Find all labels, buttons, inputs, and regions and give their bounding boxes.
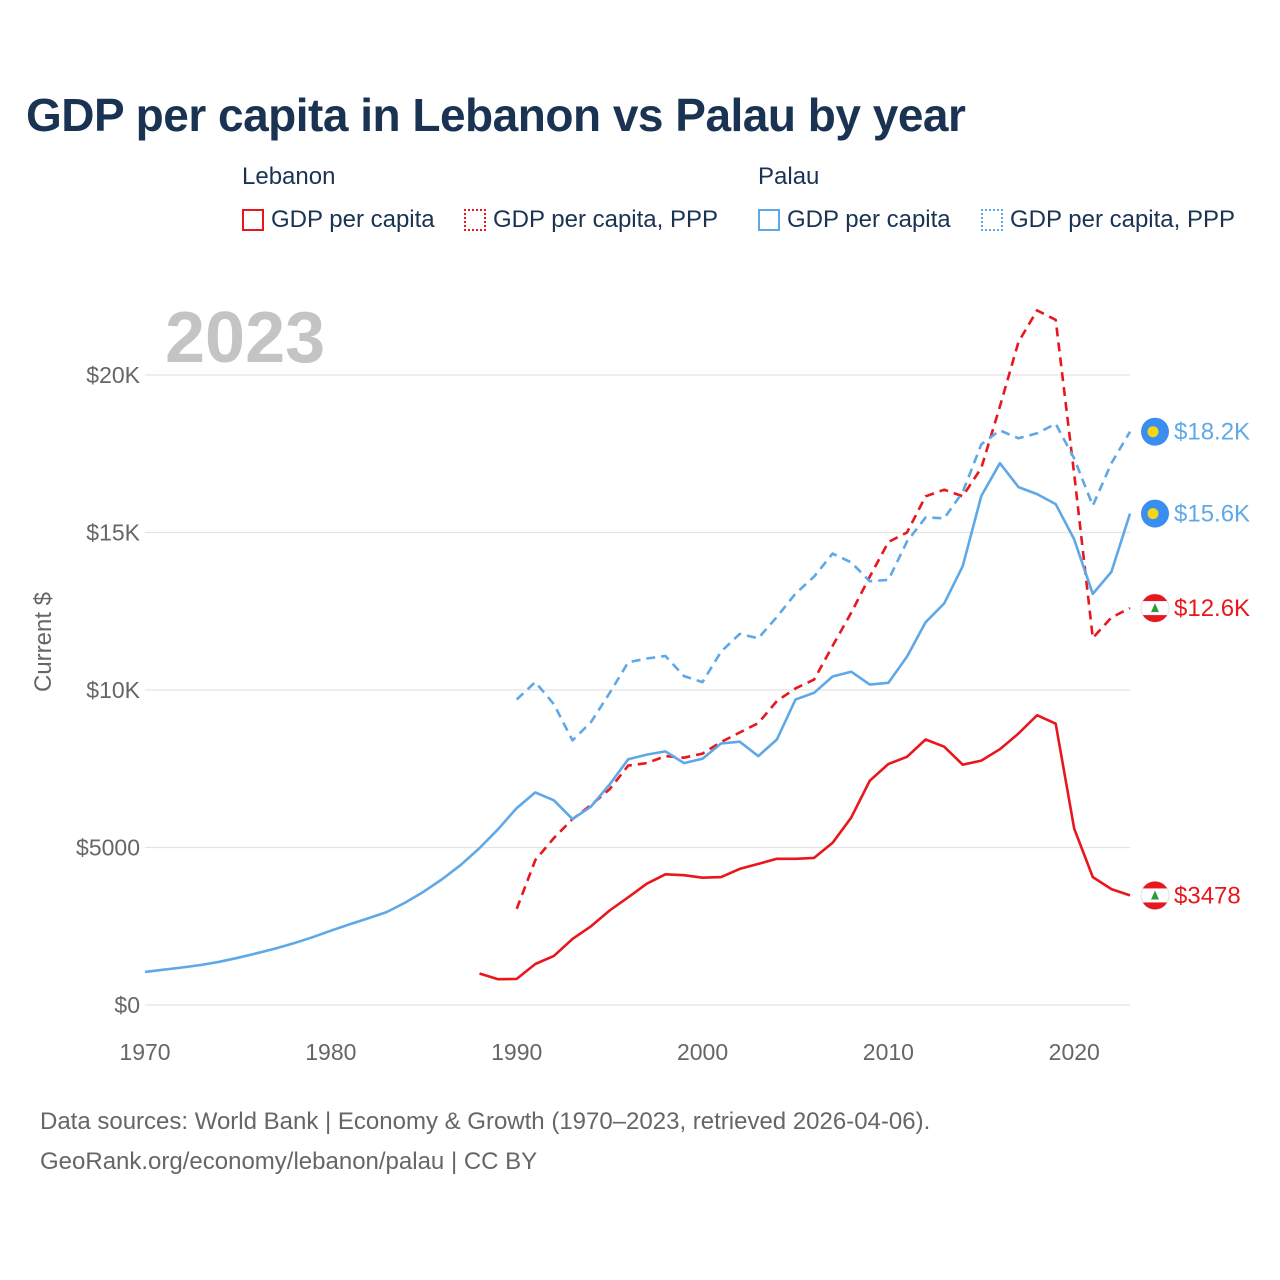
lebanon-flag-cedar [1151, 890, 1159, 900]
year-watermark: 2023 [165, 298, 325, 378]
legend-swatch-solid [758, 209, 780, 231]
series-end-label: $18.2K [1174, 419, 1250, 446]
legend-group-palau: Palau [758, 163, 820, 190]
legend-swatch-solid [242, 209, 264, 231]
series-line-lebanon-gdp-per-capita [479, 713, 1131, 981]
series-end-label: $12.6K [1174, 595, 1250, 622]
legend-item-lebanon-gdp[interactable]: GDP per capita [242, 205, 435, 235]
y-tick-label: $0 [114, 992, 140, 1018]
x-tick-label: 2020 [1049, 1039, 1100, 1065]
legend-label: GDP per capita [787, 206, 951, 233]
y-tick-label: $20K [86, 362, 140, 388]
legend-label: GDP per capita [271, 206, 435, 233]
x-tick-label: 1980 [305, 1039, 356, 1065]
palau-flag-moon [1147, 426, 1159, 438]
legend-label: GDP per capita, PPP [493, 206, 718, 233]
series-line-palau-gdp-per-capita-ppp [515, 422, 1132, 742]
series-line-lebanon-gdp-per-capita-ppp [515, 309, 1131, 910]
palau-flag-moon [1147, 508, 1159, 520]
source-url: GeoRank.org/economy/lebanon/palau | CC B… [40, 1148, 538, 1175]
series-end-label: $3478 [1174, 882, 1241, 909]
y-tick-label: $15K [86, 520, 140, 546]
legend-item-palau-gdp[interactable]: GDP per capita [758, 205, 951, 235]
legend-label: GDP per capita, PPP [1010, 206, 1235, 233]
lebanon-flag-top-stripe [1141, 594, 1169, 601]
y-tick-label: $5000 [76, 835, 140, 861]
x-tick-label: 1990 [491, 1039, 542, 1065]
lebanon-flag-top-stripe [1141, 881, 1169, 888]
lebanon-flag-bottom-stripe [1141, 902, 1169, 909]
y-axis-label: Current $ [30, 592, 57, 692]
legend-group-lebanon: Lebanon [242, 163, 336, 190]
lebanon-flag-bottom-stripe [1141, 615, 1169, 622]
x-tick-label: 2000 [677, 1039, 728, 1065]
legend-item-lebanon-gdp-ppp[interactable]: GDP per capita, PPP [464, 205, 718, 235]
lebanon-flag-cedar [1151, 603, 1159, 613]
source-note: Data sources: World Bank | Economy & Gro… [40, 1108, 931, 1135]
x-tick-label: 2010 [863, 1039, 914, 1065]
legend-swatch-dotted [981, 209, 1003, 231]
series-end-label: $15.6K [1174, 501, 1250, 528]
x-tick-label: 1970 [119, 1039, 170, 1065]
page-title: GDP per capita in Lebanon vs Palau by ye… [26, 89, 966, 141]
series-line-palau-gdp-per-capita [144, 461, 1132, 974]
legend-item-palau-gdp-ppp[interactable]: GDP per capita, PPP [981, 205, 1235, 235]
y-tick-label: $10K [86, 677, 140, 703]
legend-swatch-dotted [464, 209, 486, 231]
